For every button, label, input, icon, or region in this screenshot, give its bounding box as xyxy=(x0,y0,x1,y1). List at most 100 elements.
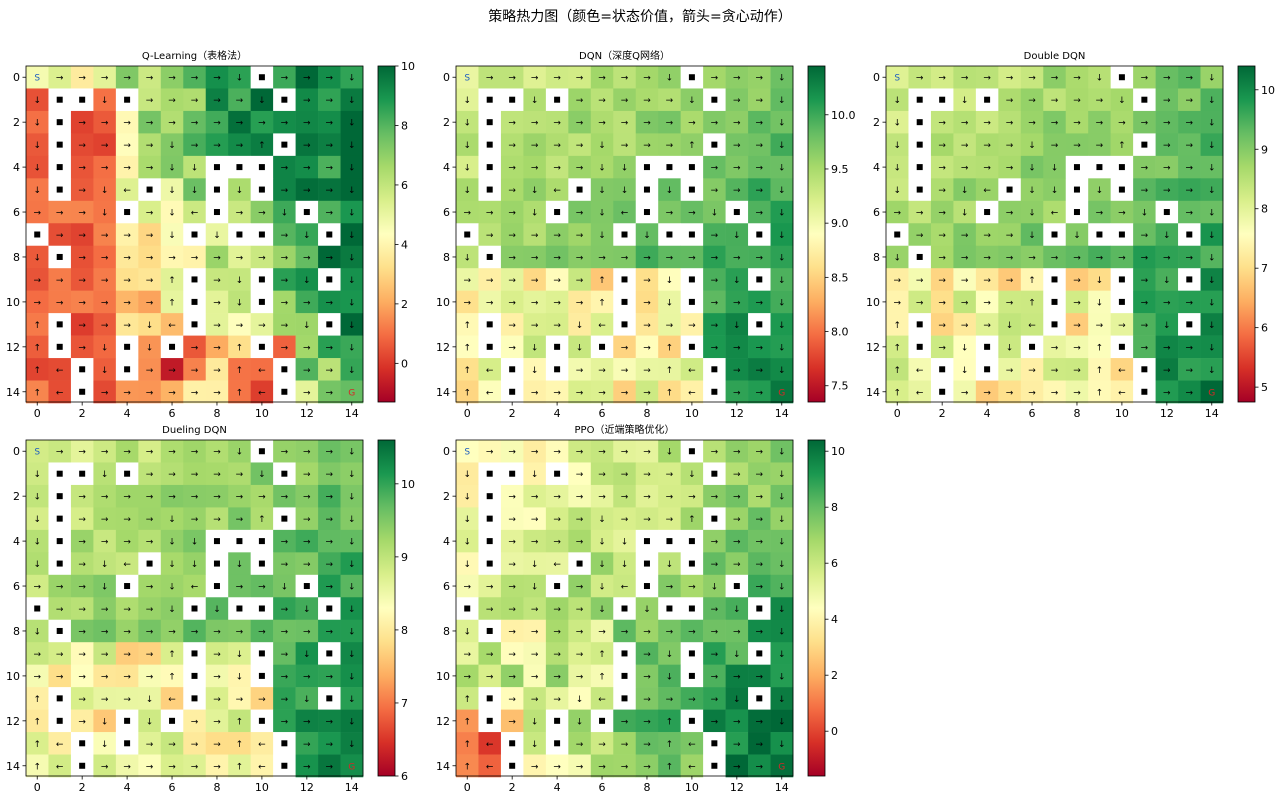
value-cell xyxy=(886,380,909,404)
policy-arrow: → xyxy=(938,74,946,84)
policy-arrow: → xyxy=(666,321,674,331)
policy-arrow: → xyxy=(281,231,289,241)
value-cell xyxy=(340,440,364,463)
value-cell xyxy=(680,754,704,778)
x-tick-label: 8 xyxy=(1073,407,1080,420)
policy-arrow: → xyxy=(78,276,86,286)
policy-arrow: → xyxy=(146,74,154,84)
wall-marker xyxy=(756,695,763,702)
value-cell xyxy=(318,619,341,643)
value-cell xyxy=(295,507,319,531)
policy-arrow: → xyxy=(643,762,651,772)
policy-arrow: → xyxy=(146,209,154,219)
value-cell xyxy=(70,642,94,665)
policy-arrow: → xyxy=(33,276,41,286)
policy-arrow: → xyxy=(621,74,629,84)
value-cell xyxy=(183,709,207,733)
value-cell xyxy=(680,110,704,134)
policy-arrow: → xyxy=(508,321,516,331)
value-cell xyxy=(545,642,569,665)
value-cell xyxy=(725,642,749,665)
policy-arrow: → xyxy=(531,276,539,286)
value-cell xyxy=(1178,290,1201,314)
policy-arrow: ↓ xyxy=(101,366,109,376)
value-cell xyxy=(273,687,296,710)
value-cell xyxy=(273,529,296,553)
value-cell xyxy=(228,200,251,224)
policy-arrow: → xyxy=(303,627,311,637)
policy-arrow: ↑ xyxy=(1118,141,1126,151)
policy-arrow: ↑ xyxy=(1096,366,1104,376)
colorbar-tick-label: 7 xyxy=(401,697,408,710)
value-cell xyxy=(613,462,637,486)
policy-arrow: → xyxy=(756,515,764,525)
policy-arrow: → xyxy=(733,493,741,503)
policy-arrow: → xyxy=(303,74,311,84)
policy-arrow: → xyxy=(123,231,131,241)
policy-arrow: → xyxy=(598,740,606,750)
wall-marker xyxy=(258,231,265,238)
wall-marker xyxy=(621,650,628,657)
wall-marker xyxy=(281,388,288,395)
policy-arrow: → xyxy=(621,740,629,750)
policy-arrow: → xyxy=(961,298,969,308)
policy-arrow: → xyxy=(621,388,629,398)
wall-marker xyxy=(56,470,63,477)
value-cell xyxy=(725,619,749,643)
policy-arrow: ← xyxy=(553,560,561,570)
value-cell xyxy=(886,110,909,134)
value-cell xyxy=(590,507,614,531)
value-cell xyxy=(953,200,977,224)
value-cell xyxy=(613,178,637,202)
value-cell xyxy=(1178,380,1201,404)
value-cell xyxy=(886,313,909,336)
policy-arrow: → xyxy=(1118,209,1126,219)
value-cell xyxy=(613,484,637,508)
policy-arrow: → xyxy=(168,74,176,84)
policy-arrow: → xyxy=(666,493,674,503)
wall-marker xyxy=(554,343,561,350)
value-cell xyxy=(590,200,614,224)
value-cell xyxy=(1088,88,1111,112)
policy-arrow: → xyxy=(191,493,199,503)
policy-arrow: ↓ xyxy=(733,276,741,286)
wall-marker xyxy=(894,231,901,238)
wall-marker xyxy=(213,209,220,216)
value-cell xyxy=(183,484,207,508)
policy-arrow: → xyxy=(123,515,131,525)
value-cell xyxy=(205,358,229,381)
policy-arrow: ↑ xyxy=(1028,298,1036,308)
wall-marker xyxy=(56,343,63,350)
policy-arrow: → xyxy=(236,470,244,480)
policy-arrow: ← xyxy=(916,366,924,376)
wall-marker xyxy=(1051,321,1058,328)
policy-arrow: ↑ xyxy=(33,388,41,398)
policy-arrow: → xyxy=(146,231,154,241)
value-cell xyxy=(998,245,1022,269)
wall-marker xyxy=(258,717,265,724)
policy-arrow: ↓ xyxy=(33,119,41,129)
wall-marker xyxy=(554,740,561,747)
value-cell xyxy=(273,709,296,733)
policy-arrow: → xyxy=(326,740,334,750)
value-cell xyxy=(138,335,162,359)
policy-arrow: ↑ xyxy=(33,321,41,331)
value-cell xyxy=(975,313,999,336)
value-cell xyxy=(703,335,726,359)
policy-arrow: ↓ xyxy=(33,253,41,263)
policy-arrow: → xyxy=(146,276,154,286)
value-cell xyxy=(725,223,749,247)
value-cell xyxy=(250,133,274,157)
value-cell xyxy=(523,732,547,755)
colorbar-tick-label: 7.5 xyxy=(831,380,849,393)
value-cell xyxy=(1155,358,1179,381)
value-cell xyxy=(1200,290,1224,314)
policy-arrow: → xyxy=(733,740,741,750)
policy-arrow: → xyxy=(303,343,311,353)
policy-arrow: → xyxy=(1141,343,1149,353)
policy-arrow: → xyxy=(576,164,584,174)
policy-arrow: ↑ xyxy=(688,141,696,151)
policy-arrow: ↓ xyxy=(711,583,719,593)
policy-arrow: → xyxy=(146,470,154,480)
policy-arrow: → xyxy=(1096,119,1104,129)
